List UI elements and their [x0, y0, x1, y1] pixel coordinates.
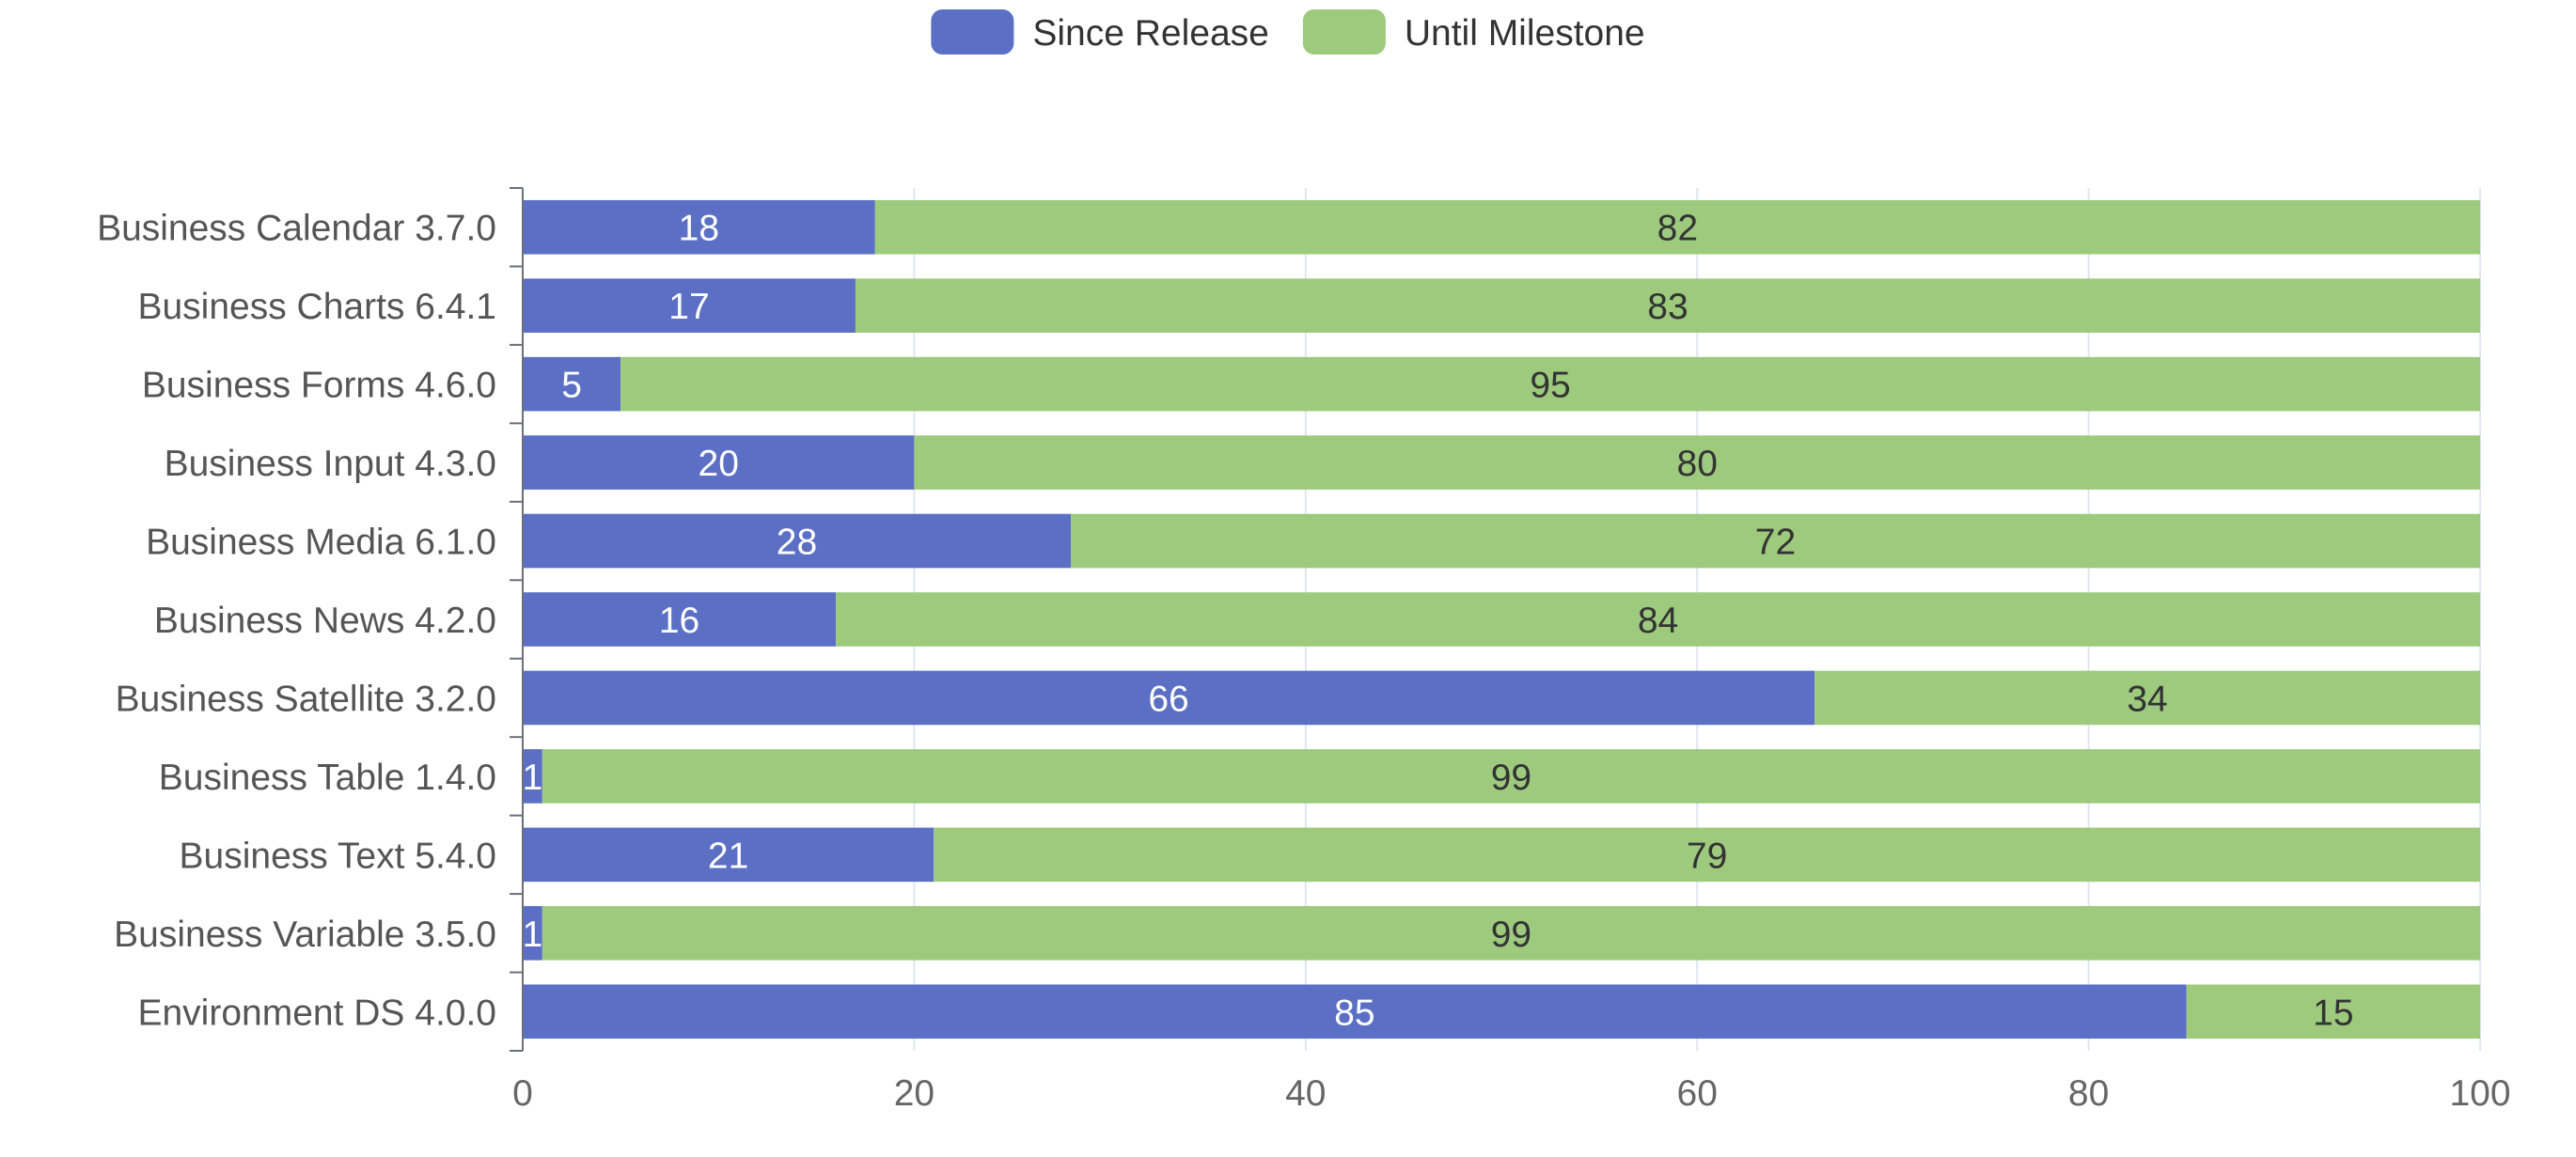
legend-label: Since Release [1032, 13, 1268, 54]
x-tick-label: 100 [2449, 1073, 2510, 1114]
x-tick-label: 20 [894, 1073, 935, 1114]
data-label: 83 [1647, 287, 1688, 327]
data-label: 85 [1334, 993, 1374, 1033]
legend-item-until-milestone[interactable]: Until Milestone [1302, 9, 1645, 55]
y-category-label: Business Charts 6.4.1 [137, 287, 496, 327]
data-label: 84 [1638, 601, 1678, 641]
bar-since-release-environment-ds-4-0-0[interactable] [523, 984, 2187, 1040]
data-label: 1 [523, 758, 543, 798]
bar-until-milestone-business-input-4-3-0[interactable] [914, 435, 2480, 490]
x-tick-label: 80 [2068, 1073, 2109, 1114]
data-label: 17 [668, 287, 709, 327]
bar-until-milestone-business-variable-3-5-0[interactable] [542, 906, 2480, 961]
bar-until-milestone-business-satellite-3-2-0[interactable] [1814, 670, 2480, 726]
data-label: 66 [1148, 679, 1188, 719]
y-category-label: Business Calendar 3.7.0 [97, 209, 496, 249]
bar-until-milestone-business-charts-6-4-1[interactable] [855, 278, 2481, 333]
data-label: 82 [1657, 209, 1698, 249]
data-label: 1 [523, 915, 543, 955]
bar-since-release-business-media-6-1-0[interactable] [523, 513, 1071, 569]
data-label: 95 [1530, 366, 1570, 406]
data-label: 28 [777, 523, 817, 563]
data-label: 72 [1755, 523, 1796, 563]
data-label: 99 [1491, 758, 1531, 798]
data-label: 21 [708, 836, 748, 876]
data-label: 79 [1687, 836, 1727, 876]
bar-since-release-business-forms-4-6-0[interactable] [523, 356, 621, 412]
y-category-label: Business Forms 4.6.0 [142, 366, 496, 406]
bar-since-release-business-table-1-4-0[interactable] [523, 749, 542, 804]
legend-label: Until Milestone [1405, 13, 1645, 54]
bar-until-milestone-business-news-4-2-0[interactable] [836, 592, 2480, 647]
y-category-label: Business Variable 3.5.0 [114, 915, 496, 955]
y-category-label: Business Table 1.4.0 [159, 758, 496, 798]
bars: 18 82 17 83 5 95 20 80 28 72 16 84 66 34 1 99 21 79 1 99 85 1… [523, 199, 2481, 1040]
data-label: 5 [561, 366, 582, 406]
y-category-label: Business Input 4.3.0 [165, 444, 496, 484]
data-label: 15 [2313, 993, 2353, 1033]
bar-until-milestone-business-text-5-4-0[interactable] [934, 827, 2480, 883]
bar-since-release-business-input-4-3-0[interactable] [523, 435, 915, 490]
data-label: 34 [2127, 679, 2167, 719]
bar-until-milestone-environment-ds-4-0-0[interactable] [2186, 984, 2480, 1040]
bar-until-milestone-business-table-1-4-0[interactable] [542, 749, 2480, 804]
data-label: 18 [679, 209, 719, 249]
legend-item-since-release[interactable]: Since Release [931, 9, 1269, 55]
y-category-label: Business Satellite 3.2.0 [116, 679, 496, 719]
bar-since-release-business-satellite-3-2-0[interactable] [523, 670, 1815, 726]
x-tick-label: 0 [512, 1073, 533, 1114]
bar-until-milestone-business-calendar-3-7-0[interactable] [874, 199, 2480, 255]
legend-swatch [931, 9, 1014, 55]
bar-since-release-business-variable-3-5-0[interactable] [523, 906, 542, 961]
y-category-label: Business News 4.2.0 [154, 601, 496, 641]
y-category-label: Business Text 5.4.0 [180, 836, 496, 876]
x-tick-label: 40 [1285, 1073, 1326, 1114]
bar-since-release-business-text-5-4-0[interactable] [523, 827, 935, 883]
data-label: 20 [699, 444, 739, 484]
data-label: 16 [659, 601, 699, 641]
y-category-label: Environment DS 4.0.0 [137, 993, 496, 1033]
legend-swatch [1302, 9, 1386, 55]
bar-until-milestone-business-forms-4-6-0[interactable] [620, 356, 2480, 412]
bar-since-release-business-calendar-3-7-0[interactable] [523, 199, 875, 255]
bar-since-release-business-news-4-2-0[interactable] [523, 592, 837, 647]
bar-until-milestone-business-media-6-1-0[interactable] [1070, 513, 2480, 569]
axes: 0 20 40 60 80 100 Business Calendar 3.7.0 Busin… [97, 187, 2511, 1114]
bar-since-release-business-charts-6-4-1[interactable] [523, 278, 856, 333]
legend[interactable]: Since Release Until Milestone [931, 9, 1645, 55]
y-category-label: Business Media 6.1.0 [146, 523, 496, 563]
data-label: 80 [1677, 444, 1718, 484]
data-label: 99 [1491, 915, 1531, 955]
x-tick-label: 60 [1677, 1073, 1718, 1114]
